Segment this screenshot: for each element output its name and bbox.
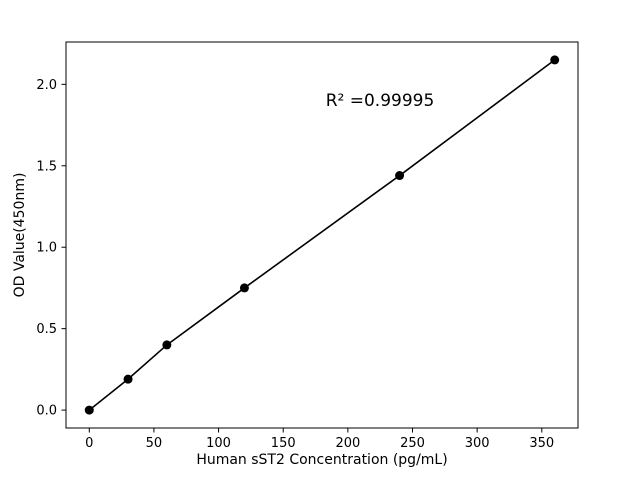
plot-area (65, 41, 579, 429)
standard-curve-line (88, 59, 556, 411)
ticks-layer: 0 50 100 150 200 250 300 350 0.0 0.5 1.0 1.5 2.0 (36, 78, 554, 451)
r-squared-annotation: R² =0.99995 (326, 91, 435, 111)
y-tick-label: 0.5 (36, 322, 57, 337)
y-tick-label: 1.0 (36, 241, 57, 256)
x-tick-label: 0 (85, 436, 93, 451)
x-tick-label: 200 (335, 436, 360, 451)
x-tick-label: 300 (465, 436, 490, 451)
y-tick-label: 1.5 (36, 159, 57, 174)
y-tick-label: 2.0 (36, 78, 57, 93)
data-point (239, 283, 249, 293)
x-axis-label: Human sST2 Concentration (pg/mL) (196, 452, 447, 468)
data-point (550, 55, 560, 65)
data-point (395, 171, 405, 181)
y-axis-label: OD Value(450nm) (12, 173, 28, 298)
data-point (123, 374, 133, 384)
x-tick-label: 150 (271, 436, 296, 451)
x-tick-label: 350 (529, 436, 554, 451)
data-point (162, 340, 172, 350)
y-tick-label: 0.0 (36, 404, 57, 419)
x-tick-label: 100 (206, 436, 231, 451)
x-tick-label: 250 (400, 436, 425, 451)
series-layer (84, 55, 560, 415)
x-tick-label: 50 (146, 436, 163, 451)
data-point (84, 405, 94, 415)
